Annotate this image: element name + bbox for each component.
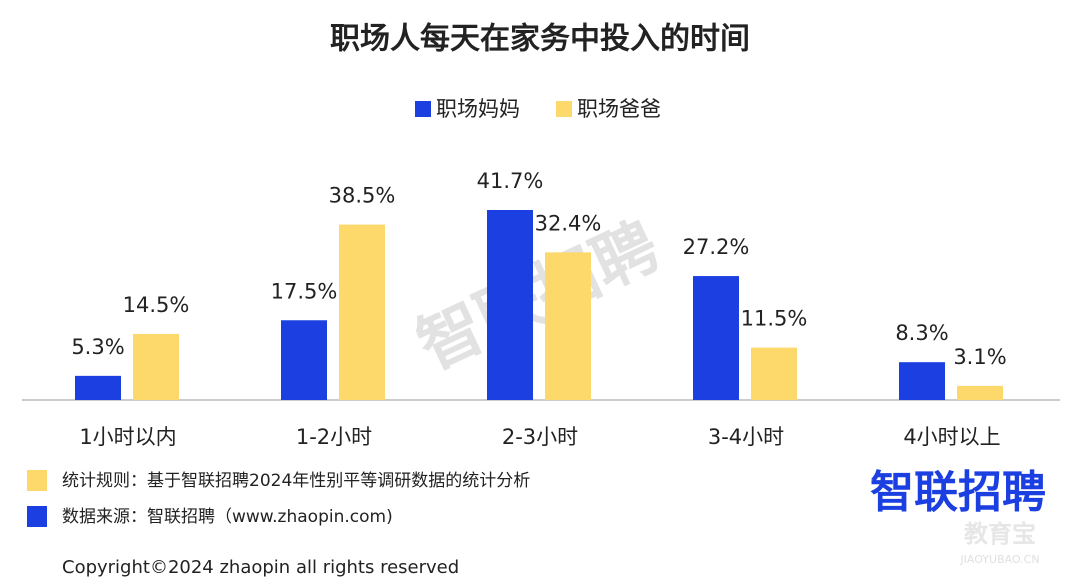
legend-swatch — [556, 101, 572, 117]
bar — [545, 252, 591, 400]
copyright: Copyright©2024 zhaopin all rights reserv… — [62, 557, 459, 578]
watermark: 智联招聘 — [407, 209, 670, 384]
bar — [487, 210, 533, 400]
bar — [75, 375, 121, 400]
bar — [339, 224, 385, 400]
value-label: 27.2% — [683, 235, 750, 259]
bar — [899, 362, 945, 400]
x-tick-label: 1小时以内 — [79, 425, 176, 449]
value-label: 14.5% — [123, 293, 190, 317]
value-label: 5.3% — [71, 335, 124, 359]
legend-label: 职场妈妈 — [436, 97, 520, 121]
x-tick-label: 4小时以上 — [903, 425, 1000, 449]
bar — [693, 276, 739, 400]
x-tick-label: 2-3小时 — [502, 425, 578, 449]
value-label: 41.7% — [477, 169, 544, 193]
note-text: 数据来源：智联招聘（www.zhaopin.com) — [62, 507, 393, 527]
note-swatch — [27, 470, 47, 491]
value-label: 17.5% — [271, 279, 338, 303]
bar — [957, 385, 1003, 400]
value-label: 11.5% — [741, 307, 808, 331]
value-label: 8.3% — [895, 321, 948, 345]
bar — [751, 347, 797, 400]
legend-label: 职场爸爸 — [577, 97, 661, 121]
note-swatch — [27, 506, 47, 527]
value-label: 3.1% — [953, 345, 1006, 369]
value-label: 38.5% — [329, 184, 396, 208]
chart-title: 职场人每天在家务中投入的时间 — [330, 22, 750, 57]
x-tick-label: 1-2小时 — [296, 425, 372, 449]
bar — [281, 320, 327, 400]
logo: 智联招聘 — [870, 467, 1046, 518]
x-tick-label: 3-4小时 — [708, 425, 784, 449]
value-label: 32.4% — [535, 211, 602, 235]
legend-swatch — [415, 101, 431, 117]
corner-watermark: 教育宝 — [964, 520, 1036, 548]
corner-watermark-url: JIAOYUBAO.CN — [959, 553, 1039, 566]
bar — [133, 333, 179, 400]
note-text: 统计规则：基于智联招聘2024年性别平等调研数据的统计分析 — [62, 471, 530, 491]
